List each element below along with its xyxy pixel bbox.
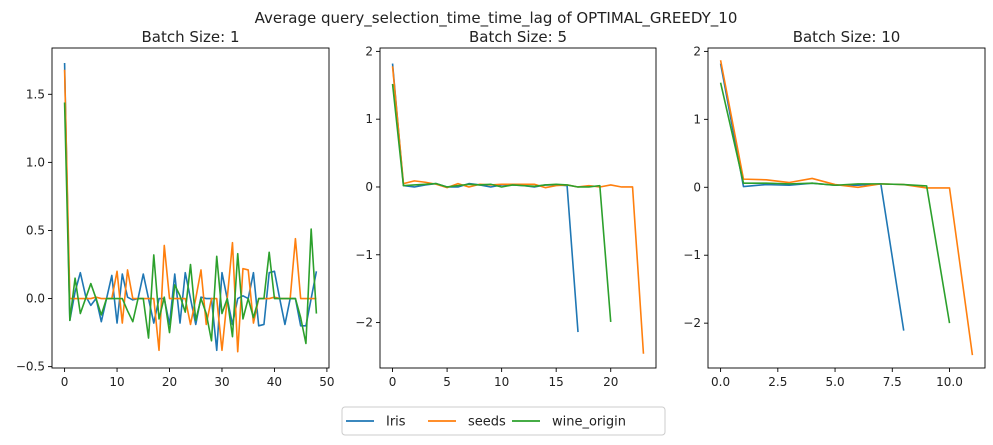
figure-title: Average query_selection_time_time_lag of… [255,9,738,28]
x-tick-label: 15 [549,375,564,389]
subplot-title: Batch Size: 5 [469,28,567,46]
x-tick-label: 10 [109,375,124,389]
y-tick-label: −2 [355,316,373,330]
x-tick-label: 0.0 [711,375,730,389]
series-line-wine-origin [719,82,951,324]
y-tick-label: 1 [365,112,373,126]
legend-label: wine_origin [552,415,626,430]
x-tick-label: 7.5 [883,375,902,389]
x-tick-label: 5 [443,375,451,389]
y-tick-label: 1.0 [26,155,45,169]
subplot-3: Batch Size: 10 0.0 2.5 5.0 7.5 10.0 −2 −1 0 1 2 [683,28,986,389]
y-tick-label: −1 [355,248,373,262]
subplot-title: Batch Size: 1 [141,28,239,46]
legend-box [341,406,666,436]
subplot-1: Batch Size: 1 0 10 20 30 40 50 −0.5 0.0 0.5 1.0 1.5 [16,28,335,389]
x-tick-label: 5.0 [826,375,845,389]
legend-label: seeds [468,415,506,430]
series-line-seeds [719,60,974,356]
series-line-wine-origin [391,83,612,322]
x-tick-label: 40 [267,375,282,389]
y-tick-label: −0.5 [16,360,45,374]
series-line-wine-origin [63,102,318,345]
x-tick-label: 30 [214,375,229,389]
y-tick-label: −1 [683,248,701,262]
y-tick-label: 0 [365,180,373,194]
y-tick-label: 1.5 [26,87,45,101]
y-tick-label: 2 [693,44,701,58]
y-tick-label: −2 [683,316,701,330]
y-tick-label: 0.0 [26,292,45,306]
x-tick-label: 10.0 [936,375,963,389]
legend-label: Iris [386,415,406,430]
x-tick-label: 0 [389,375,397,389]
series-line-iris [63,62,318,352]
y-tick-label: 0.5 [26,223,45,237]
subplot-title: Batch Size: 10 [793,28,901,46]
axes-frame [51,47,330,369]
x-tick-label: 0 [61,375,69,389]
series-line-iris [391,63,579,333]
x-tick-label: 20 [603,375,618,389]
subplot-2: Batch Size: 5 0 5 10 15 20 −2 −1 0 1 2 [355,28,657,389]
x-tick-label: 10 [494,375,509,389]
series-line-iris [719,63,905,331]
series-group [391,63,645,354]
legend: Iris seeds wine_origin [341,406,666,436]
x-tick-label: 20 [162,375,177,389]
y-tick-label: 0 [693,180,701,194]
axes-frame [707,47,986,369]
subplots: Batch Size: 10 10 20 30 40 50−0.50.00.51.01.5… [16,28,986,389]
y-tick-label: 2 [365,44,373,58]
series-group [719,60,974,356]
y-tick-label: 1 [693,112,701,126]
x-tick-label: 50 [319,375,334,389]
axes-frame [379,47,657,369]
x-tick-label: 2.5 [768,375,787,389]
series-line-seeds [391,66,645,354]
series-group [63,62,318,353]
